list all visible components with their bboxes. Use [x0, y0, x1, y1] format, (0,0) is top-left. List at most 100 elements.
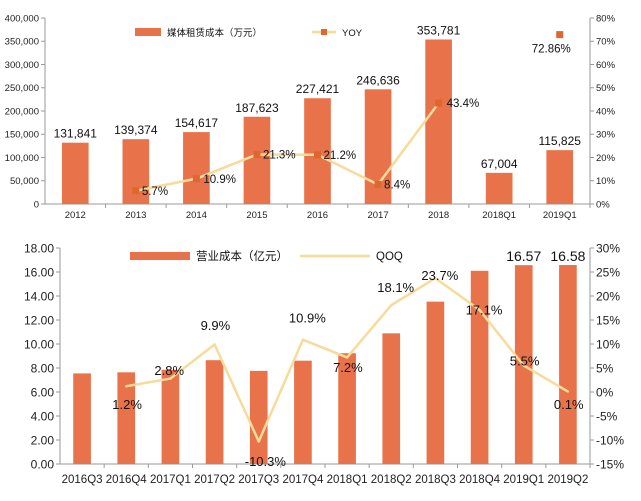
y-left-tick-label: 100,000 [5, 153, 39, 164]
y-right-tick-label: -10% [596, 433, 624, 447]
x-tick-label: 2018 [428, 210, 449, 221]
line-series [135, 102, 440, 192]
y-right-tick-label: 10% [596, 337, 620, 351]
y-left-tick-label: 2.00 [31, 433, 55, 447]
line-point [390, 303, 393, 307]
line-data-label: 21.2% [324, 150, 357, 162]
bar-data-label: 353,781 [417, 23, 461, 37]
x-tick-label: 2012 [65, 210, 86, 221]
x-tick-label: 2019Q2 [547, 474, 588, 486]
y-right-tick-label: 0% [596, 385, 614, 399]
y-left-tick-label: 16.00 [24, 265, 54, 279]
line-data-label: 10.9% [289, 310, 326, 325]
y-left-tick-label: 6.00 [31, 385, 55, 399]
x-tick-label: 2017Q3 [238, 474, 279, 486]
bar-data-label: 139,374 [114, 123, 158, 137]
bar-data-label: 16.57 [506, 248, 541, 264]
bar [73, 373, 91, 464]
y-right-tick-label: 60% [596, 60, 616, 71]
line-point [301, 338, 305, 341]
line-data-label: 8.4% [384, 180, 410, 192]
line-point [169, 377, 172, 380]
line-data-label: 18.1% [377, 280, 414, 295]
x-tick-label: 2017 [367, 210, 388, 221]
x-tick-label: 2017Q1 [150, 474, 191, 486]
line-data-label: 10.9% [203, 174, 236, 186]
x-tick-label: 2018Q3 [415, 474, 456, 486]
legend-bar-swatch [130, 252, 190, 260]
line-point [345, 356, 349, 359]
y-right-tick-label: 70% [596, 37, 616, 48]
bar [161, 369, 180, 464]
y-left-tick-label: 0.00 [31, 457, 55, 471]
line-data-label: 9.9% [201, 318, 231, 333]
line-data-label: 5.5% [510, 353, 540, 368]
line-point [566, 390, 570, 393]
bar [470, 270, 489, 464]
line-point-marker [435, 99, 443, 107]
bar-data-label: 115,825 [538, 134, 581, 148]
legend-marker-swatch [321, 29, 327, 35]
legend-bar-label: 媒体租赁成本（万元） [167, 27, 262, 39]
x-tick-label: 2016Q4 [106, 474, 148, 486]
line-point [257, 440, 260, 443]
x-tick-label: 2017Q4 [282, 474, 324, 486]
bar [183, 132, 210, 204]
line-data-label: 23.7% [421, 268, 458, 283]
x-tick-label: 2016Q3 [62, 474, 103, 486]
line-point [434, 277, 437, 280]
legend-line-label: YOY [342, 28, 363, 39]
bar [304, 98, 331, 204]
y-left-tick-label: 400,000 [5, 13, 39, 24]
line-data-label: 72.86% [532, 44, 571, 56]
x-tick-label: 2018Q1 [327, 474, 368, 486]
y-left-tick-label: 300,000 [5, 60, 39, 71]
line-point [213, 343, 216, 346]
bar [338, 353, 356, 464]
line-data-label: 0.1% [554, 397, 584, 412]
y-left-tick-label: 0 [34, 199, 39, 210]
bar [546, 150, 574, 204]
bar [205, 360, 224, 464]
y-right-tick-label: 0% [596, 199, 610, 210]
x-tick-label: 2019Q1 [543, 210, 577, 221]
line-point [522, 364, 525, 367]
legend-bar-swatch [135, 28, 161, 36]
y-left-tick-label: 150,000 [5, 130, 39, 141]
line-point-marker [374, 180, 382, 188]
y-left-tick-label: 4.00 [31, 409, 55, 423]
line-point [478, 308, 481, 312]
bar-data-label: 154,617 [175, 116, 219, 130]
y-left-tick-label: 350,000 [5, 37, 39, 48]
media-rental-cost-chart: 0 50,000 100,000 150,000 200,000 250,000 300,0… [5, 13, 616, 221]
y-left-tick-label: 18.00 [24, 241, 54, 255]
y-right-tick-label: -15% [596, 457, 624, 471]
y-left-tick-label: 14.00 [24, 289, 54, 303]
y-left-tick-label: 8.00 [31, 361, 55, 375]
y-right-tick-label: 80% [596, 13, 616, 24]
y-right-tick-label: 20% [596, 153, 616, 164]
bar [243, 116, 271, 204]
y-right-tick-label: 30% [596, 241, 620, 255]
operating-cost-chart: 0.00 2.00 4.00 6.00 8.00 10.00 12.00 14.00 16.00… [24, 241, 624, 486]
x-tick-label: 2013 [125, 210, 146, 221]
bar-data-label: 67,004 [481, 157, 518, 171]
x-tick-label: 2016 [307, 210, 328, 221]
y-right-tick-label: 15% [596, 313, 620, 327]
bar-data-label: 131,841 [54, 127, 98, 141]
bar [382, 333, 401, 464]
line-point [125, 385, 128, 388]
y-right-tick-label: -5% [596, 409, 618, 423]
y-right-tick-label: 5% [596, 361, 614, 375]
bar-data-label: 16.58 [550, 248, 585, 264]
line-point-marker [132, 187, 140, 195]
bar [559, 265, 577, 464]
y-left-tick-label: 12.00 [24, 313, 54, 327]
line-point-marker [192, 175, 200, 183]
y-right-tick-label: 30% [596, 130, 616, 141]
bar-data-label: 187,623 [235, 101, 279, 115]
x-tick-label: 2018Q4 [459, 474, 501, 486]
y-right-tick-label: 50% [596, 83, 616, 94]
line-data-label: 43.4% [447, 98, 480, 110]
legend-line-label: QOQ [376, 251, 403, 263]
